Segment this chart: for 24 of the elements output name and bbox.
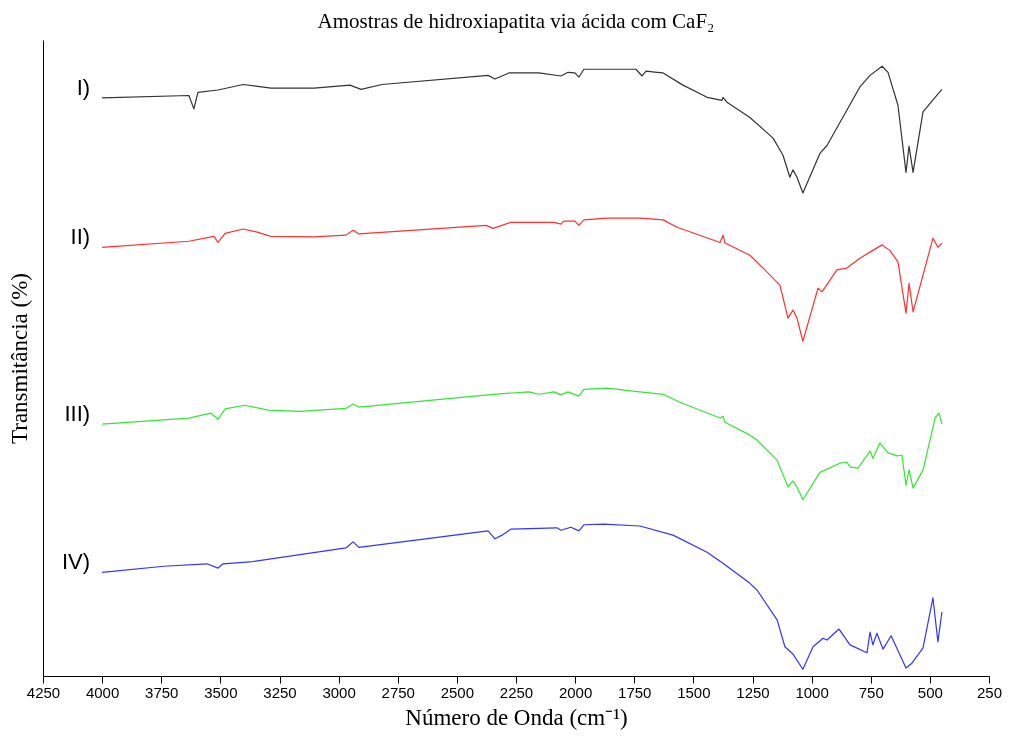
x-tick-label: 1500 xyxy=(677,683,711,701)
x-axis-title: Número de Onda (cm⁻¹) xyxy=(405,704,628,730)
x-tick-label: 250 xyxy=(976,683,1003,701)
x-tick-label: 1000 xyxy=(795,683,829,701)
x-tick-label: 750 xyxy=(858,683,884,701)
x-tick-label: 500 xyxy=(917,683,943,701)
x-tick-label: 2750 xyxy=(381,683,415,701)
x-tick-label: 3250 xyxy=(263,683,297,701)
series-label: I) xyxy=(76,74,91,100)
x-tick-label: 3500 xyxy=(204,683,238,701)
x-tick-label: 4250 xyxy=(26,683,61,701)
chart-title: Amostras de hidroxiapatita via ácida com CaF₂ xyxy=(317,9,715,33)
x-tick-label: 3750 xyxy=(145,683,179,701)
x-tick-label: 2000 xyxy=(558,683,593,701)
x-tick-label: 2500 xyxy=(440,683,475,701)
x-tick-label: 2250 xyxy=(499,683,534,701)
x-tick-label: 3000 xyxy=(322,683,356,701)
x-tick-label: 1250 xyxy=(736,683,770,701)
series-label: IV) xyxy=(62,549,91,575)
series-label: III) xyxy=(64,401,91,427)
x-tick-label: 4000 xyxy=(85,683,120,701)
y-axis-title: Transmitância (%) xyxy=(6,273,32,444)
series-label: II) xyxy=(70,224,91,250)
x-tick-label: 1750 xyxy=(618,683,652,701)
